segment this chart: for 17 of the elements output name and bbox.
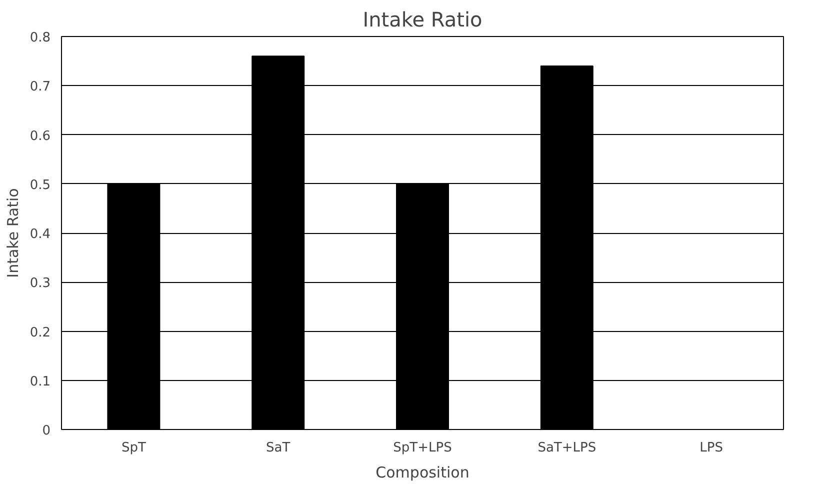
y-tick-label: 0	[42, 424, 51, 438]
x-tick-label: SaT+LPS	[538, 440, 596, 456]
y-tick-label: 0.2	[30, 325, 51, 340]
y-tick-label: 0.3	[30, 276, 51, 292]
y-tick-label: 0.7	[30, 80, 51, 95]
x-tick-label: SaT	[266, 440, 290, 456]
x-axis-title: Composition	[376, 464, 470, 482]
y-tick-label: 0.1	[30, 374, 51, 390]
chart-title: Intake Ratio	[362, 8, 482, 32]
x-tick-label: LPS	[700, 440, 723, 456]
y-tick-label: 0.6	[30, 128, 51, 144]
y-tick-label: 0.8	[30, 30, 51, 46]
y-tick-label: 0.4	[30, 227, 51, 242]
x-tick-label: SpT+LPS	[393, 440, 452, 456]
y-axis-title: Intake Ratio	[4, 188, 22, 278]
x-tick-label: SpT	[121, 440, 146, 456]
y-tick-label: 0.5	[30, 178, 51, 193]
